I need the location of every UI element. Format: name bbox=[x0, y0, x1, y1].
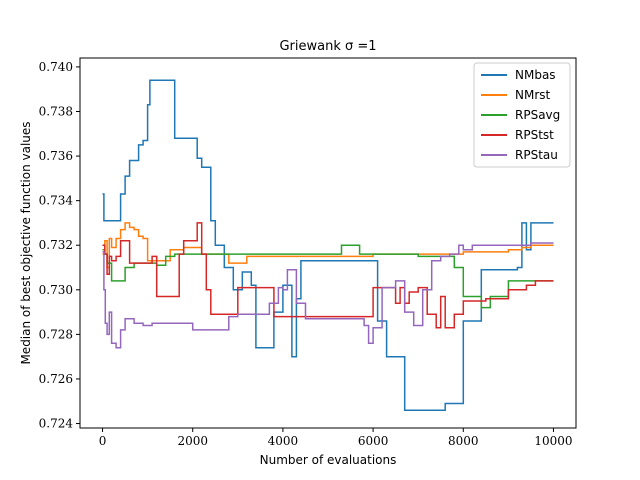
x-tick-label: 8000 bbox=[448, 434, 479, 448]
series-line-rpstau bbox=[102, 242, 554, 349]
x-tick-label: 10000 bbox=[534, 434, 572, 448]
x-tick-label: 2000 bbox=[177, 434, 208, 448]
y-tick-label: 0.740 bbox=[39, 60, 73, 74]
chart-title: Griewank σ =1 bbox=[279, 39, 376, 54]
legend-label-nmrst: NMrst bbox=[515, 88, 551, 102]
x-tick-label: 6000 bbox=[358, 434, 389, 448]
y-tick-label: 0.738 bbox=[39, 104, 73, 118]
y-axis-label: Median of best objective function values bbox=[19, 121, 33, 364]
series-layer bbox=[102, 79, 554, 411]
y-tick-label: 0.732 bbox=[39, 238, 73, 252]
y-tick-label: 0.726 bbox=[39, 372, 73, 386]
legend-label-rpstst: RPStst bbox=[515, 128, 554, 142]
legend-label-nmbas: NMbas bbox=[515, 68, 556, 82]
x-tick-label: 0 bbox=[99, 434, 107, 448]
y-tick-label: 0.728 bbox=[39, 327, 73, 341]
y-tick-label: 0.734 bbox=[39, 194, 74, 208]
x-axis-label: Number of evaluations bbox=[260, 453, 397, 467]
y-axis-ticks: 0.724 0.726 0.728 0.730 0.732 0.734 0.736 0.738… bbox=[39, 60, 80, 431]
legend: NMbas NMrst RPSavg RPStst RPStau bbox=[473, 62, 571, 168]
y-tick-label: 0.736 bbox=[39, 149, 73, 163]
x-tick-label: 4000 bbox=[268, 434, 299, 448]
legend-box bbox=[473, 62, 571, 168]
plot-frame bbox=[79, 57, 577, 429]
series-line-nmrst bbox=[102, 222, 554, 269]
legend-label-rpstau: RPStau bbox=[515, 148, 558, 162]
series-line-nmbas bbox=[102, 79, 554, 411]
y-tick-label: 0.724 bbox=[39, 417, 74, 431]
y-tick-label: 0.730 bbox=[39, 283, 73, 297]
series-line-rpsavg bbox=[102, 244, 554, 309]
legend-label-rpsavg: RPSavg bbox=[515, 108, 560, 122]
x-axis-ticks: 0 2000 4000 6000 8000 10000 bbox=[99, 428, 573, 448]
series-line-rpstst bbox=[102, 222, 554, 329]
